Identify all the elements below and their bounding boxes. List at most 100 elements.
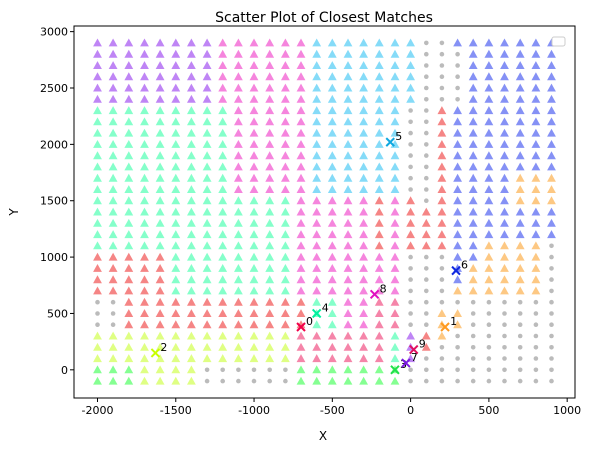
region-point bbox=[500, 94, 509, 103]
grid-point bbox=[455, 333, 460, 339]
region-point bbox=[234, 342, 243, 351]
region-point bbox=[171, 286, 181, 295]
grid-point bbox=[439, 345, 445, 350]
region-point bbox=[187, 94, 196, 103]
region-point bbox=[327, 49, 337, 58]
region-point bbox=[327, 162, 337, 171]
region-point bbox=[93, 185, 102, 193]
region-point bbox=[93, 72, 102, 81]
region-point bbox=[234, 151, 243, 160]
region-point bbox=[187, 264, 196, 272]
region-point bbox=[359, 320, 368, 329]
match-marker-2 bbox=[150, 348, 161, 358]
x-tick-label: -1000 bbox=[238, 404, 270, 417]
region-point bbox=[265, 218, 275, 227]
region-point bbox=[390, 106, 400, 115]
region-point bbox=[108, 61, 118, 69]
region-point bbox=[468, 49, 478, 58]
region-point bbox=[202, 354, 212, 363]
region-point bbox=[218, 94, 228, 103]
grid-point bbox=[470, 367, 476, 373]
region-point bbox=[218, 83, 228, 92]
region-point bbox=[265, 106, 275, 115]
region-point bbox=[187, 61, 196, 69]
region-point bbox=[234, 140, 243, 148]
region-point bbox=[468, 241, 478, 250]
region-point bbox=[374, 207, 384, 216]
region-point bbox=[437, 331, 447, 340]
region-point bbox=[531, 252, 541, 261]
region-point bbox=[312, 162, 322, 171]
region-point bbox=[531, 173, 541, 182]
region-point bbox=[484, 140, 494, 148]
region-point bbox=[453, 106, 462, 115]
region-point bbox=[312, 252, 322, 261]
grid-point bbox=[204, 378, 210, 384]
region-point bbox=[218, 140, 228, 148]
region-point bbox=[249, 286, 259, 295]
region-point bbox=[374, 264, 384, 272]
match-marker-3 bbox=[390, 365, 400, 375]
region-point bbox=[437, 151, 447, 160]
region-point bbox=[390, 286, 400, 295]
region-point bbox=[249, 320, 259, 329]
region-point bbox=[437, 162, 447, 171]
region-point bbox=[218, 230, 228, 239]
region-point bbox=[265, 286, 275, 295]
grid-point bbox=[470, 322, 476, 328]
y-tick-label: 3000 bbox=[40, 26, 68, 39]
region-point bbox=[124, 241, 134, 250]
region-point bbox=[296, 320, 306, 329]
region-point bbox=[265, 320, 275, 329]
region-point bbox=[265, 309, 275, 317]
region-point bbox=[374, 83, 384, 92]
region-point bbox=[202, 128, 212, 137]
region-point bbox=[155, 275, 165, 284]
grid-point bbox=[486, 311, 492, 316]
region-point bbox=[234, 49, 243, 58]
grid-point bbox=[533, 345, 539, 350]
region-point bbox=[468, 207, 478, 216]
region-point bbox=[124, 297, 134, 306]
region-point bbox=[484, 286, 494, 295]
region-point bbox=[484, 128, 494, 137]
region-point bbox=[453, 185, 462, 193]
region-point bbox=[437, 106, 447, 115]
grid-point bbox=[95, 299, 100, 305]
region-point bbox=[515, 162, 525, 171]
region-point bbox=[374, 128, 384, 137]
region-point bbox=[108, 342, 118, 351]
region-point bbox=[171, 376, 181, 385]
region-point bbox=[359, 376, 368, 385]
region-point bbox=[265, 275, 275, 284]
region-point bbox=[312, 61, 322, 69]
grid-point bbox=[408, 119, 413, 125]
region-point bbox=[108, 376, 118, 385]
region-point bbox=[93, 106, 102, 115]
region-point bbox=[202, 38, 212, 47]
grid-point bbox=[267, 378, 273, 384]
region-point bbox=[187, 72, 196, 81]
region-point bbox=[468, 275, 478, 284]
grid-point bbox=[439, 378, 445, 384]
region-point bbox=[484, 185, 494, 193]
region-point bbox=[202, 297, 212, 306]
region-point bbox=[265, 72, 275, 81]
match-marker-1 bbox=[440, 322, 450, 332]
region-point bbox=[468, 72, 478, 81]
region-point bbox=[155, 297, 165, 306]
region-point bbox=[124, 218, 134, 227]
region-point bbox=[249, 140, 259, 148]
match-label-9: 9 bbox=[419, 338, 426, 351]
region-point bbox=[390, 173, 400, 182]
region-point bbox=[140, 196, 149, 205]
region-point bbox=[374, 365, 384, 374]
region-point bbox=[453, 38, 462, 47]
region-point bbox=[312, 83, 322, 92]
region-point bbox=[140, 185, 149, 193]
region-point bbox=[296, 151, 306, 160]
region-point bbox=[249, 49, 259, 58]
region-point bbox=[312, 140, 322, 148]
grid-point bbox=[424, 74, 429, 79]
region-point bbox=[265, 354, 275, 363]
